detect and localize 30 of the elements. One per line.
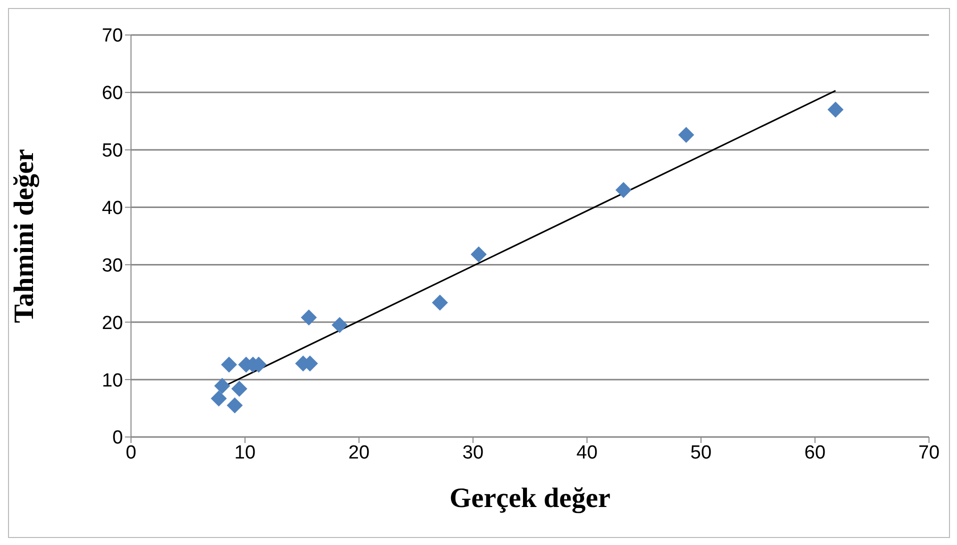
point — [470, 246, 487, 262]
y-tick-label: 60 — [102, 83, 123, 104]
point — [226, 397, 243, 414]
point — [678, 126, 694, 143]
x-tick-label: 0 — [126, 442, 136, 464]
x-tick-label: 10 — [234, 442, 256, 464]
y-tick-label: 0 — [112, 428, 123, 449]
x-axis-title: Gerçek değer — [450, 483, 610, 514]
point — [214, 378, 230, 394]
x-tick-label: 70 — [918, 442, 940, 464]
y-tick-label: 70 — [102, 26, 123, 47]
point — [231, 380, 248, 397]
x-tick-label: 60 — [804, 442, 826, 464]
x-tick-label: 40 — [576, 442, 598, 464]
point — [221, 356, 238, 373]
point — [332, 317, 348, 334]
y-tick-label: 20 — [102, 312, 123, 334]
y-tick-label: 40 — [102, 198, 123, 220]
point — [300, 310, 317, 326]
point — [210, 390, 227, 407]
y-tick-label: 50 — [102, 140, 123, 162]
y-tick-label: 30 — [102, 255, 123, 276]
point — [432, 294, 448, 311]
x-tick-label: 30 — [462, 442, 484, 464]
x-tick-label: 20 — [348, 442, 370, 464]
y-axis-title: Tahmini değer — [8, 149, 40, 323]
y-tick-label: 10 — [102, 370, 123, 392]
point — [615, 182, 632, 198]
point — [828, 102, 844, 118]
x-tick-label: 50 — [690, 442, 712, 464]
